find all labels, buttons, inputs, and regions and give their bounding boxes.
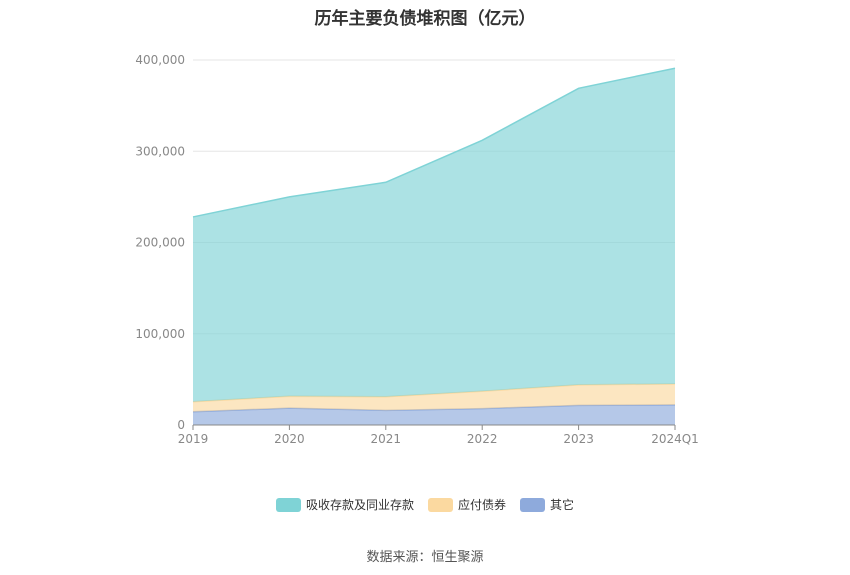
x-axis (192, 424, 676, 430)
data-source: 数据来源：恒生聚源 (366, 550, 484, 565)
legend-item[interactable]: 应付债券 (427, 496, 506, 513)
y-tick-label: 400,000 (135, 53, 185, 67)
x-tick-label: 2022 (467, 432, 498, 446)
x-tick-label: 2024Q1 (651, 432, 699, 446)
legend-item[interactable]: 吸收存款及同业存款 (275, 496, 414, 513)
y-tick-label: 200,000 (135, 236, 185, 250)
area-吸收存款及同业存款 (193, 68, 675, 402)
legend-swatch (520, 497, 545, 512)
legend-label: 其它 (550, 498, 575, 512)
legend-label: 吸收存款及同业存款 (305, 498, 414, 512)
y-tick-label: 0 (177, 418, 185, 432)
x-tick-label: 2020 (274, 432, 305, 446)
area-series (192, 67, 676, 425)
x-tick-labels: 2019 2020 2021 2022 2023 2024Q1 (178, 432, 699, 446)
chart-title: 历年主要负债堆积图（亿元） (314, 9, 536, 29)
area-其它 (193, 404, 675, 425)
x-tick-label: 2023 (563, 432, 594, 446)
legend-swatch (427, 497, 453, 512)
legend-label: 应付债券 (457, 498, 506, 512)
legend: 吸收存款及同业存款 应付债券 其它 (0, 496, 850, 513)
legend-swatch (275, 497, 301, 512)
legend-item[interactable]: 其它 (520, 496, 574, 513)
x-tick-label: 2021 (371, 432, 402, 446)
y-axis: 0 100,000 200,000 300,000 400,000 (135, 53, 185, 432)
y-tick-label: 300,000 (135, 144, 185, 158)
x-tick-label: 2019 (178, 432, 209, 446)
series-line-吸收存款及同业存款 (192, 67, 676, 218)
area-应付债券 (193, 383, 675, 412)
y-tick-label: 100,000 (135, 327, 185, 341)
